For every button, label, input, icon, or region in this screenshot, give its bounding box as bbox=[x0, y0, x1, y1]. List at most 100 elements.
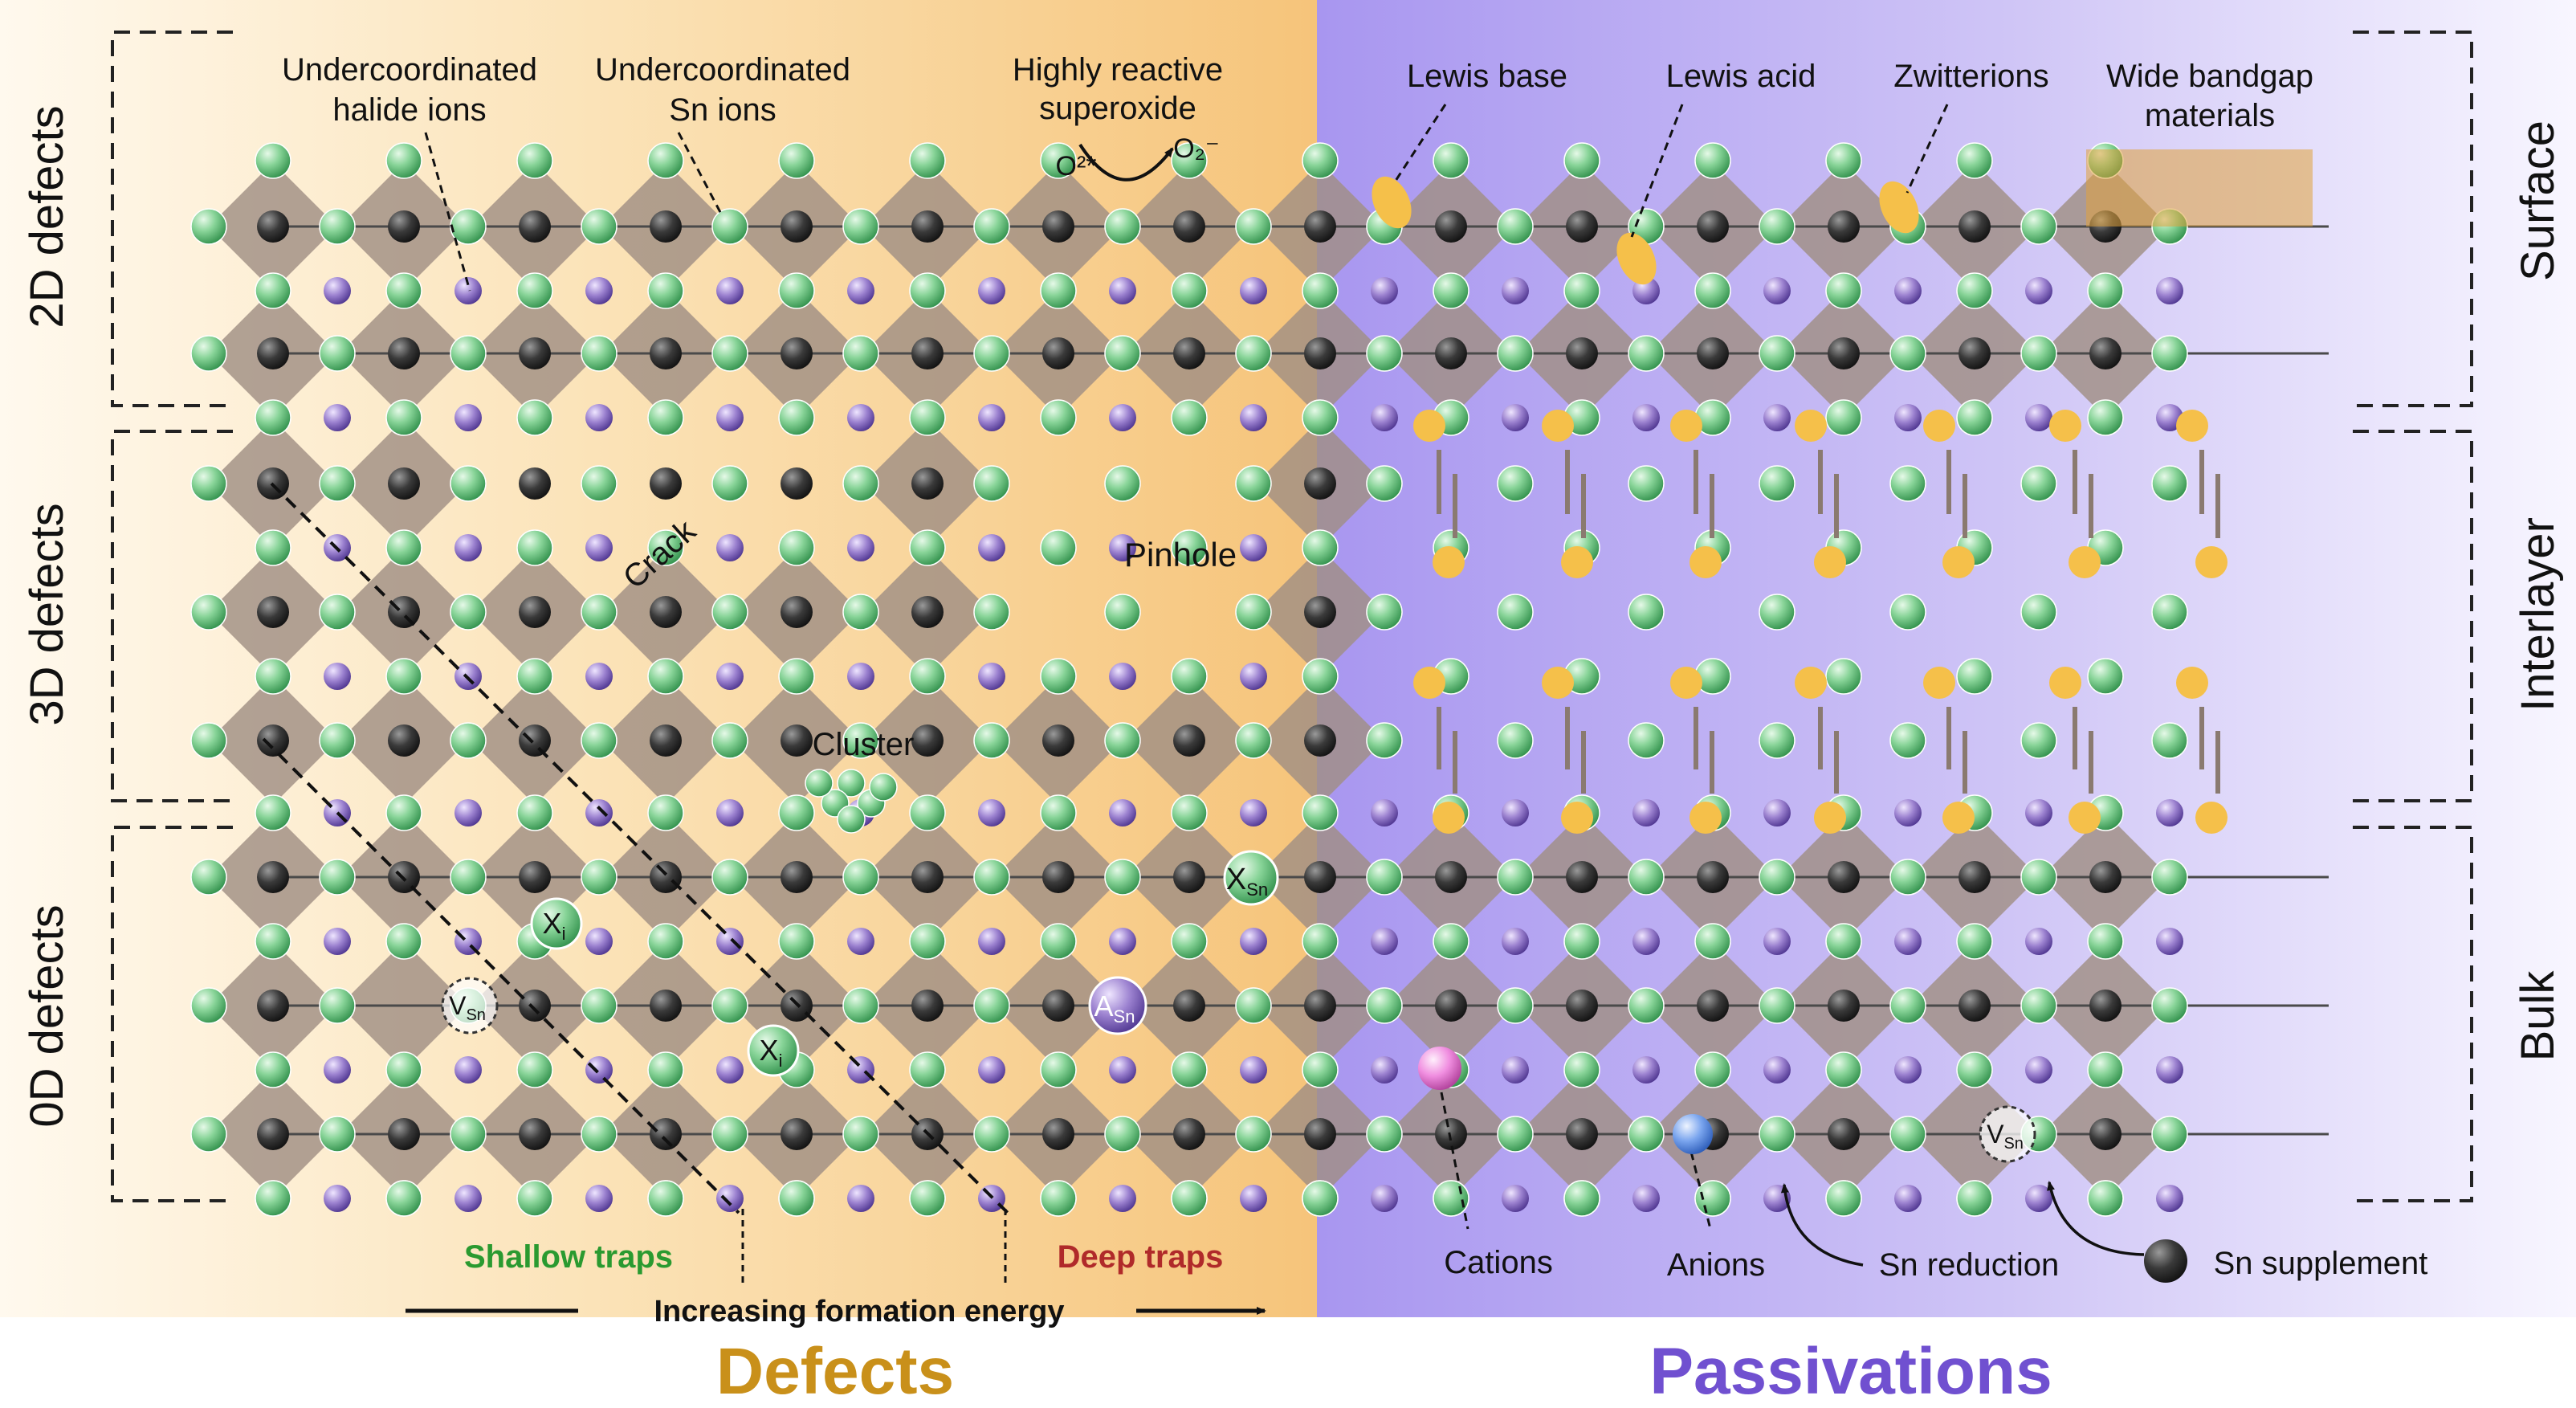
sn-atom bbox=[1173, 210, 1205, 243]
halide-atom bbox=[581, 465, 618, 502]
halide-atom bbox=[385, 529, 422, 566]
sn-atom bbox=[1566, 1118, 1598, 1150]
x-sn-label: XSn bbox=[1226, 863, 1268, 900]
sn-atom bbox=[257, 724, 289, 757]
a-cation-atom bbox=[1632, 928, 1660, 955]
halide-atom bbox=[842, 987, 879, 1024]
a-cation-atom bbox=[716, 799, 744, 826]
halide-atom bbox=[1759, 859, 1795, 896]
sn-atom bbox=[388, 467, 420, 500]
a-cation-atom bbox=[1371, 277, 1398, 304]
a-cation-atom bbox=[1371, 1056, 1398, 1084]
sn-atom bbox=[1435, 990, 1467, 1022]
halide-atom bbox=[1302, 529, 1339, 566]
v-sn-vacancy-defects bbox=[441, 977, 499, 1035]
halide-atom bbox=[1040, 529, 1077, 566]
spacer-head bbox=[1670, 410, 1702, 442]
halide-atom bbox=[1497, 859, 1534, 896]
sn-atom bbox=[1304, 724, 1336, 757]
halide-atom bbox=[2020, 208, 2057, 245]
sn-atom bbox=[1566, 337, 1598, 369]
a-cation-atom bbox=[585, 799, 613, 826]
a-cation-atom bbox=[585, 663, 613, 690]
halide-atom bbox=[1302, 399, 1339, 436]
a-cation-atom bbox=[2025, 404, 2052, 431]
a-cation-atom bbox=[1109, 404, 1136, 431]
spacer-tail bbox=[1561, 802, 1593, 834]
halide-atom bbox=[255, 658, 291, 695]
halide-atom bbox=[1433, 1180, 1469, 1217]
sn-atom bbox=[1828, 337, 1860, 369]
zwitterions-label: Zwitterions bbox=[1893, 59, 2048, 94]
sn-atom bbox=[519, 861, 551, 893]
halide-atom bbox=[1171, 794, 1208, 831]
halide-atom bbox=[1889, 722, 1926, 759]
halide-atom bbox=[1628, 335, 1665, 372]
a-cation-atom bbox=[1763, 1056, 1791, 1084]
spacer-tail bbox=[2069, 546, 2101, 578]
sn-reduction-label: Sn reduction bbox=[1879, 1247, 2060, 1283]
halide-atom bbox=[711, 594, 748, 631]
sn-atom bbox=[781, 210, 813, 243]
halide-atom bbox=[1956, 1051, 1993, 1088]
halide-atom bbox=[581, 859, 618, 896]
halide-atom bbox=[1104, 1116, 1141, 1153]
sn-atom bbox=[388, 210, 420, 243]
halide-atom bbox=[711, 987, 748, 1024]
halide-atom bbox=[1040, 272, 1077, 309]
halide-atom bbox=[1628, 859, 1665, 896]
halide-atom bbox=[1628, 987, 1665, 1024]
x-i-label-2: Xi bbox=[760, 1034, 783, 1071]
sn-atom bbox=[1042, 210, 1074, 243]
halide-atom bbox=[1825, 272, 1862, 309]
halide-atom bbox=[1497, 987, 1534, 1024]
a-cation-atom bbox=[1109, 1185, 1136, 1212]
diagonal-guides bbox=[262, 482, 1009, 1214]
a-cation-atom bbox=[1763, 799, 1791, 826]
a-cation-atom bbox=[716, 1056, 744, 1084]
superoxide-line1: Highly reactive bbox=[1013, 52, 1223, 88]
halide-atom bbox=[450, 722, 487, 759]
halide-atom bbox=[1104, 722, 1141, 759]
halide-atom bbox=[255, 794, 291, 831]
a-cation-atom bbox=[1894, 799, 1922, 826]
sn-atom bbox=[911, 861, 944, 893]
halide-atom bbox=[2020, 465, 2057, 502]
halide-atom bbox=[385, 1180, 422, 1217]
halide-atom bbox=[1759, 208, 1795, 245]
sn-atom bbox=[519, 337, 551, 369]
halide-atom bbox=[1040, 794, 1077, 831]
sn-atom bbox=[519, 210, 551, 243]
sn-atom bbox=[1828, 210, 1860, 243]
halide-atom bbox=[1497, 465, 1534, 502]
deep-traps-label: Deep traps bbox=[1058, 1239, 1224, 1275]
halide-atom bbox=[1104, 859, 1141, 896]
undercoord-sn-line2: Sn ions bbox=[669, 92, 776, 128]
halide-atom bbox=[450, 208, 487, 245]
halide-atom bbox=[842, 335, 879, 372]
halide-atom bbox=[1825, 1051, 1862, 1088]
halide-atom bbox=[450, 859, 487, 896]
halide-atom bbox=[1889, 594, 1926, 631]
lewis-base-label: Lewis base bbox=[1407, 59, 1567, 94]
halide-atom bbox=[1171, 399, 1208, 436]
sn-atom bbox=[1042, 1118, 1074, 1150]
halide-atom bbox=[1563, 1051, 1600, 1088]
halide-atom bbox=[319, 594, 356, 631]
spacer-tail bbox=[1433, 546, 1465, 578]
sn-atom bbox=[1173, 724, 1205, 757]
halide-atom bbox=[837, 769, 866, 798]
halide-atom bbox=[837, 805, 866, 834]
halide-atom bbox=[2151, 987, 2188, 1024]
spacer-tail bbox=[1689, 546, 1722, 578]
label-0d-defects: 0D defects bbox=[21, 904, 73, 1127]
sn-supplement-atom bbox=[2144, 1239, 2187, 1283]
sn-atom bbox=[1304, 467, 1336, 500]
sn-supplement-label: Sn supplement bbox=[2214, 1246, 2428, 1281]
sn-atom bbox=[1566, 861, 1598, 893]
halide-atom bbox=[647, 142, 684, 179]
a-cation-atom bbox=[847, 404, 874, 431]
sn-atom bbox=[1697, 337, 1729, 369]
halide-atom bbox=[778, 1180, 815, 1217]
a-cation-atom bbox=[847, 277, 874, 304]
